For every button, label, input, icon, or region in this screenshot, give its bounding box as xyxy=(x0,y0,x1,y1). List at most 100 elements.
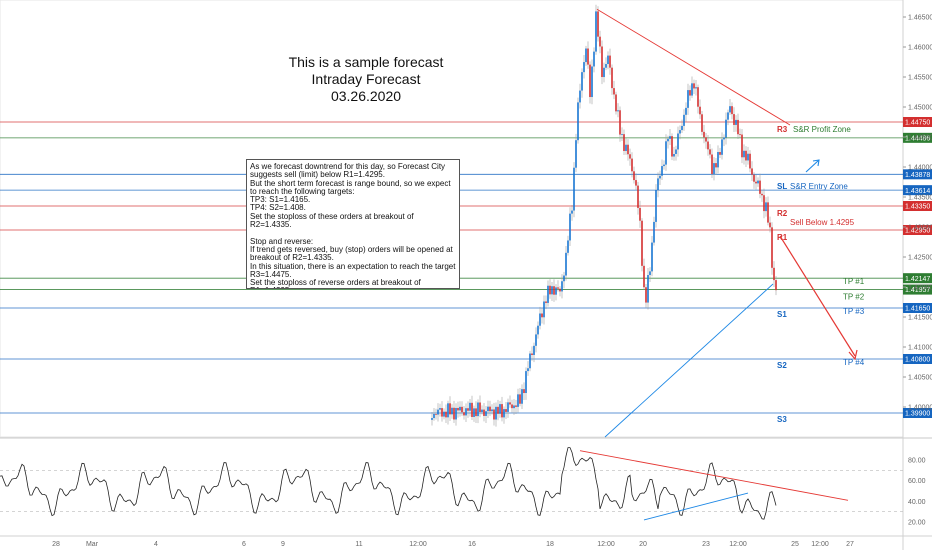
candle-body xyxy=(753,174,755,182)
candle-body xyxy=(743,150,745,158)
candle-body xyxy=(493,409,495,420)
osc-tick-label: 80.00 xyxy=(908,458,926,465)
osc-tick-label: 20.00 xyxy=(908,520,926,527)
candle-body xyxy=(653,221,655,243)
candle-body xyxy=(751,168,753,175)
resistance-trendline xyxy=(596,8,791,126)
candle-body xyxy=(629,154,631,159)
candles xyxy=(431,4,777,427)
osc-tick-label: 60.00 xyxy=(908,478,926,485)
candle-body xyxy=(765,202,767,212)
candle-body xyxy=(697,87,699,107)
candle-body xyxy=(623,134,625,151)
candle-body xyxy=(607,55,609,65)
candle-body xyxy=(713,163,715,174)
candle-body xyxy=(475,408,477,417)
trendlines xyxy=(596,8,791,438)
candle-body xyxy=(749,153,751,169)
time-tick-label: 12:00 xyxy=(597,541,615,548)
price-tag-text-s2: 1.40800 xyxy=(905,357,930,364)
candle-body xyxy=(775,280,777,291)
candle-body xyxy=(431,418,433,420)
textbox-line: TP4: S2=1.408. xyxy=(250,203,306,213)
candle-body xyxy=(611,67,613,89)
candle-body xyxy=(483,409,485,416)
candle-body xyxy=(471,402,473,417)
candle-body xyxy=(761,193,763,196)
textbox-line: Set the stoploss of reverse orders at br… xyxy=(250,278,421,288)
candle-body xyxy=(557,287,559,289)
candle-body xyxy=(487,406,489,412)
candle-body xyxy=(539,313,541,326)
candle-body xyxy=(495,406,497,420)
candle-body xyxy=(605,64,607,68)
candle-body xyxy=(523,389,525,394)
candle-body xyxy=(739,134,741,136)
candle-body xyxy=(661,166,663,176)
candle-body xyxy=(637,185,639,208)
sr-profit-zone-label: S&R Profit Zone xyxy=(793,125,851,134)
candle-body xyxy=(617,110,619,112)
time-tick-label: 23 xyxy=(702,541,710,548)
candle-body xyxy=(463,412,465,416)
candle-body xyxy=(735,119,737,125)
candle-body xyxy=(477,402,479,417)
candle-body xyxy=(519,394,521,404)
textbox-line: As we forecast downtrend for this day, s… xyxy=(250,162,448,180)
candle-body xyxy=(549,285,551,295)
candle-body xyxy=(449,403,451,415)
candle-body xyxy=(451,407,453,415)
candle-body xyxy=(693,83,695,89)
candle-body xyxy=(587,48,589,65)
candle-body xyxy=(521,389,523,404)
candle-body xyxy=(771,227,773,268)
candle-body xyxy=(667,138,669,142)
candle-body xyxy=(681,125,683,131)
candle-body xyxy=(733,114,735,125)
osc-resistance-line xyxy=(579,450,849,501)
candle-body xyxy=(575,140,577,168)
candle-body xyxy=(499,404,501,414)
textbox-line: Set the stoploss of these orders at brea… xyxy=(250,211,416,230)
title-line-1: This is a sample forecast xyxy=(289,54,444,70)
price-tag-text-r2: 1.43350 xyxy=(905,204,930,211)
time-tick-label: 12:00 xyxy=(729,541,747,548)
price-tag-text-tp1: 1.42147 xyxy=(905,276,930,283)
support-trendline xyxy=(604,283,774,438)
candle-body xyxy=(473,408,475,417)
price-tick-label: 1.46500 xyxy=(908,15,932,22)
candle-body xyxy=(727,112,729,120)
time-tick-label: 6 xyxy=(242,541,246,548)
price-tag-r2 xyxy=(903,201,932,211)
candle-body xyxy=(533,345,535,355)
candle-body xyxy=(563,275,565,282)
price-tag-text-r1: 1.42950 xyxy=(905,228,930,235)
candle-body xyxy=(435,413,437,415)
candle-body xyxy=(609,55,611,68)
sell-arrow xyxy=(779,235,856,357)
level-label-sl: SL xyxy=(777,182,787,191)
candle-body xyxy=(639,207,641,221)
price-tick-label: 1.40500 xyxy=(908,375,932,382)
price-tick-label: 1.43500 xyxy=(908,195,932,202)
candle-body xyxy=(717,152,719,168)
candle-body xyxy=(665,141,667,165)
candle-body xyxy=(567,240,569,253)
candle-body xyxy=(537,325,539,335)
candle-body xyxy=(439,408,441,410)
candle-body xyxy=(699,106,701,115)
price-tag-s2 xyxy=(903,354,932,364)
candle-body xyxy=(729,106,731,113)
price-tick-label: 1.44000 xyxy=(908,165,932,172)
candle-body xyxy=(759,180,761,194)
candle-body xyxy=(655,190,657,222)
candle-body xyxy=(529,353,531,369)
candle-body xyxy=(757,180,759,184)
candle-body xyxy=(769,222,771,228)
candle-body xyxy=(721,139,723,155)
price-tag-text-sl: 1.43614 xyxy=(905,188,930,195)
candle-body xyxy=(527,368,529,372)
candle-body xyxy=(509,402,511,405)
candle-body xyxy=(579,90,581,103)
candle-body xyxy=(615,94,617,112)
